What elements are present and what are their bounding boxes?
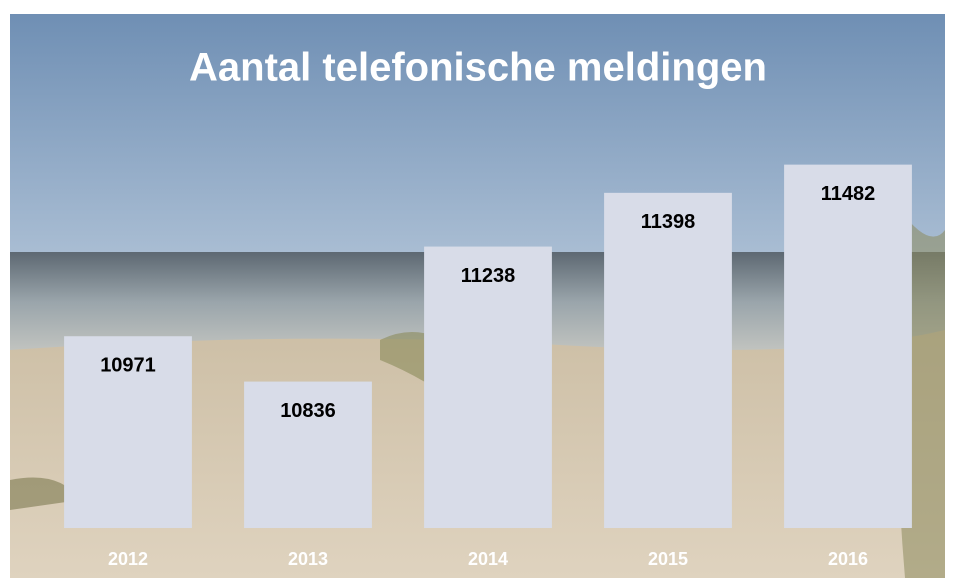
chart: Aantal telefonische meldingen 10971 2012 1… bbox=[0, 0, 955, 583]
bar bbox=[424, 247, 552, 528]
page: {"chart_data": {"type": "bar", "title": … bbox=[0, 0, 955, 583]
x-tick-label: 2013 bbox=[288, 549, 328, 569]
value-label: 10971 bbox=[100, 355, 156, 377]
value-label: 11398 bbox=[641, 211, 696, 233]
x-tick-label: 2014 bbox=[468, 549, 508, 569]
value-label: 11238 bbox=[461, 265, 516, 287]
bar bbox=[784, 165, 912, 528]
x-tick-label: 2012 bbox=[108, 549, 148, 569]
value-label: 10836 bbox=[280, 400, 336, 422]
chart-title: Aantal telefonische meldingen bbox=[189, 46, 767, 90]
value-label: 11482 bbox=[821, 183, 876, 205]
x-tick-label: 2015 bbox=[648, 549, 688, 569]
bar bbox=[604, 193, 732, 528]
x-tick-label: 2016 bbox=[828, 549, 868, 569]
